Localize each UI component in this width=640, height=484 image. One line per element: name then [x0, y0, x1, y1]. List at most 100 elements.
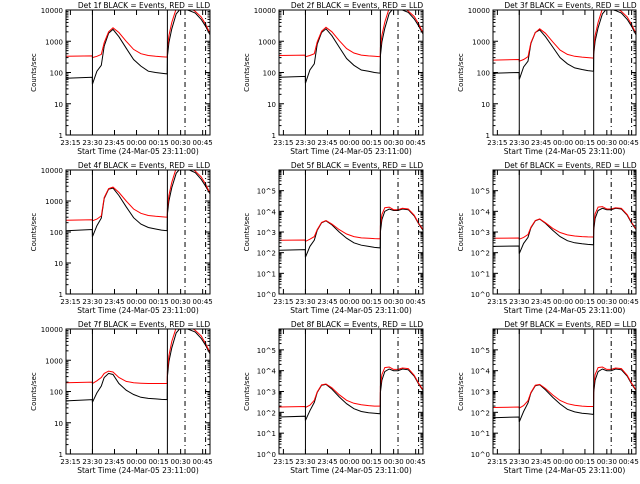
- x-tick-label: 23:30: [295, 458, 315, 466]
- plot-frame: [278, 9, 424, 136]
- chart-panel: 23:15 23:30 23:45 00:00 00:15 00:30 00:45 10^0 1…: [243, 161, 426, 315]
- x-tick-label: 00:15: [575, 298, 595, 306]
- x-tick-label: 00:30: [171, 458, 191, 466]
- x-tick-label: 23:45: [531, 139, 551, 147]
- events-series-line: [279, 208, 423, 258]
- y-axis-label: Counts/sec: [457, 372, 465, 411]
- y-tick-label: 10: [54, 101, 63, 109]
- chart-title: Det 6f BLACK = Events, RED = LLD: [504, 161, 637, 170]
- x-tick-label: 00:30: [597, 298, 617, 306]
- y-tick-label: 10^3: [471, 229, 490, 237]
- y-tick-label: 1: [59, 451, 63, 459]
- x-tick-label: 00:15: [148, 458, 168, 466]
- x-axis-label: Start Time (24-Mar-05 23:11:00): [504, 306, 626, 315]
- chart-title: Det 9f BLACK = Events, RED = LLD: [504, 320, 637, 329]
- lld-series-line: [493, 366, 636, 409]
- y-tick-label: 10^0: [257, 291, 276, 299]
- x-tick-label: 23:15: [273, 458, 293, 466]
- x-tick-label: 23:15: [487, 298, 507, 306]
- chart-panel: 23:15 23:30 23:45 00:00 00:15 00:30 00:45 10^0 1…: [243, 320, 426, 475]
- y-tick-label: 1000: [45, 357, 63, 365]
- y-tick-label: 10^5: [257, 188, 276, 196]
- lld-series-line: [493, 206, 636, 240]
- lld-series-line: [66, 10, 210, 59]
- y-axis-label: Counts/sec: [457, 53, 465, 92]
- y-tick-label: 10^2: [257, 409, 276, 417]
- y-tick-label: 10^1: [257, 270, 276, 278]
- y-axis-label: Counts/sec: [30, 53, 38, 92]
- x-tick-label: 23:15: [487, 139, 507, 147]
- y-axis-label: Counts/sec: [30, 213, 38, 252]
- x-tick-label: 00:15: [575, 139, 595, 147]
- x-tick-label: 00:00: [339, 139, 359, 147]
- y-tick-label: 10000: [41, 7, 63, 15]
- y-tick-label: 10^3: [257, 229, 276, 237]
- x-tick-label: 00:15: [361, 298, 381, 306]
- x-tick-label: 00:45: [406, 139, 426, 147]
- chart-title: Det 5f BLACK = Events, RED = LLD: [291, 161, 424, 170]
- events-series-line: [66, 329, 210, 403]
- x-tick-label: 23:30: [82, 298, 102, 306]
- events-series-line: [493, 10, 636, 80]
- y-tick-label: 10: [267, 101, 276, 109]
- x-tick-label: 00:30: [384, 139, 404, 147]
- x-tick-label: 00:00: [126, 139, 146, 147]
- x-axis-label: Start Time (24-Mar-05 23:11:00): [77, 147, 199, 156]
- y-axis-label: Counts/sec: [243, 372, 251, 411]
- lld-series-line: [279, 10, 423, 58]
- chart-title: Det 7f BLACK = Events, RED = LLD: [78, 320, 211, 329]
- y-tick-label: 10^4: [471, 208, 491, 216]
- x-tick-label: 00:00: [553, 139, 573, 147]
- y-tick-label: 1000: [258, 38, 276, 46]
- chart-title: Det 3f BLACK = Events, RED = LLD: [504, 1, 637, 10]
- x-tick-label: 00:15: [361, 139, 381, 147]
- x-tick-label: 23:45: [317, 139, 337, 147]
- x-tick-label: 00:45: [619, 139, 639, 147]
- chart-title: Det 8f BLACK = Events, RED = LLD: [291, 320, 424, 329]
- x-tick-label: 00:00: [553, 458, 573, 466]
- events-series-line: [279, 10, 423, 84]
- chart-title: Det 4f BLACK = Events, RED = LLD: [78, 161, 211, 170]
- y-tick-label: 10^5: [257, 347, 276, 355]
- x-tick-label: 00:45: [406, 298, 426, 306]
- x-axis-label: Start Time (24-Mar-05 23:11:00): [504, 466, 626, 475]
- x-tick-label: 23:15: [487, 458, 507, 466]
- y-tick-label: 10^0: [257, 451, 276, 459]
- x-tick-label: 23:30: [82, 458, 102, 466]
- y-tick-label: 100: [50, 229, 63, 237]
- y-tick-label: 10000: [468, 7, 490, 15]
- x-tick-label: 00:30: [171, 139, 191, 147]
- lld-series-line: [279, 206, 423, 243]
- y-tick-label: 10^2: [257, 250, 276, 258]
- x-tick-label: 00:45: [193, 139, 213, 147]
- y-tick-label: 100: [50, 389, 63, 397]
- y-tick-label: 100: [477, 70, 490, 78]
- x-tick-label: 00:30: [384, 458, 404, 466]
- lld-series-line: [66, 329, 210, 385]
- y-tick-label: 1000: [45, 198, 63, 206]
- x-tick-label: 23:30: [295, 139, 315, 147]
- chart-panel: 23:15 23:30 23:45 00:00 00:15 00:30 00:45 1 10 10…: [30, 1, 213, 156]
- chart-panel: 23:15 23:30 23:45 00:00 00:15 00:30 00:45 1 10 10…: [30, 320, 213, 475]
- x-tick-label: 00:30: [384, 298, 404, 306]
- x-tick-label: 23:45: [317, 458, 337, 466]
- plot-frame: [65, 328, 211, 455]
- x-tick-label: 23:15: [60, 139, 80, 147]
- x-tick-label: 23:45: [104, 458, 124, 466]
- events-series-line: [279, 368, 423, 421]
- y-tick-label: 10^4: [257, 368, 277, 376]
- y-tick-label: 10^3: [257, 389, 276, 397]
- x-tick-label: 23:45: [531, 458, 551, 466]
- events-series-line: [66, 170, 210, 237]
- y-tick-label: 10000: [254, 7, 276, 15]
- y-tick-label: 10: [54, 420, 63, 428]
- x-tick-label: 00:45: [406, 458, 426, 466]
- x-tick-label: 23:15: [60, 458, 80, 466]
- x-tick-label: 00:15: [148, 139, 168, 147]
- x-tick-label: 00:00: [126, 458, 146, 466]
- lld-series-line: [279, 366, 423, 409]
- x-tick-label: 00:15: [575, 458, 595, 466]
- x-axis-label: Start Time (24-Mar-05 23:11:00): [290, 147, 412, 156]
